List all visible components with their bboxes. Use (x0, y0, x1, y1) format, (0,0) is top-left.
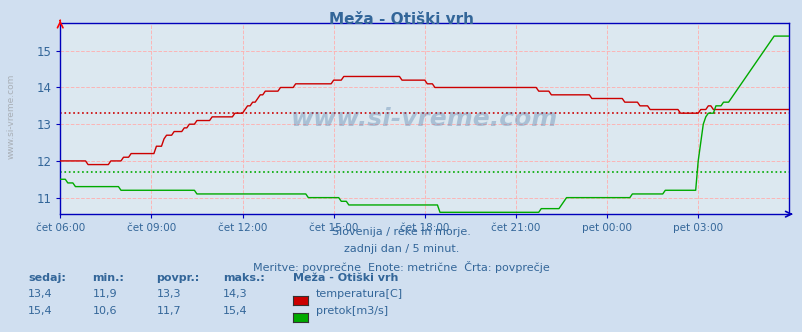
Text: povpr.:: povpr.: (156, 273, 200, 283)
Text: Meža - Otiški vrh: Meža - Otiški vrh (293, 273, 398, 283)
Text: temperatura[C]: temperatura[C] (315, 289, 402, 299)
Text: zadnji dan / 5 minut.: zadnji dan / 5 minut. (343, 244, 459, 254)
Text: Meža - Otiški vrh: Meža - Otiški vrh (329, 12, 473, 27)
Text: 13,3: 13,3 (156, 289, 181, 299)
Text: www.si-vreme.com: www.si-vreme.com (291, 107, 557, 131)
Text: 14,3: 14,3 (223, 289, 248, 299)
Text: Slovenija / reke in morje.: Slovenija / reke in morje. (332, 227, 470, 237)
Text: 15,4: 15,4 (28, 306, 53, 316)
Text: 11,7: 11,7 (156, 306, 181, 316)
Text: 10,6: 10,6 (92, 306, 117, 316)
Text: sedaj:: sedaj: (28, 273, 66, 283)
Text: maks.:: maks.: (223, 273, 265, 283)
Text: 11,9: 11,9 (92, 289, 117, 299)
Text: min.:: min.: (92, 273, 124, 283)
Text: www.si-vreme.com: www.si-vreme.com (6, 73, 15, 159)
Text: 15,4: 15,4 (223, 306, 248, 316)
Text: 13,4: 13,4 (28, 289, 53, 299)
Text: Meritve: povprečne  Enote: metrične  Črta: povprečje: Meritve: povprečne Enote: metrične Črta:… (253, 261, 549, 273)
Text: pretok[m3/s]: pretok[m3/s] (315, 306, 387, 316)
